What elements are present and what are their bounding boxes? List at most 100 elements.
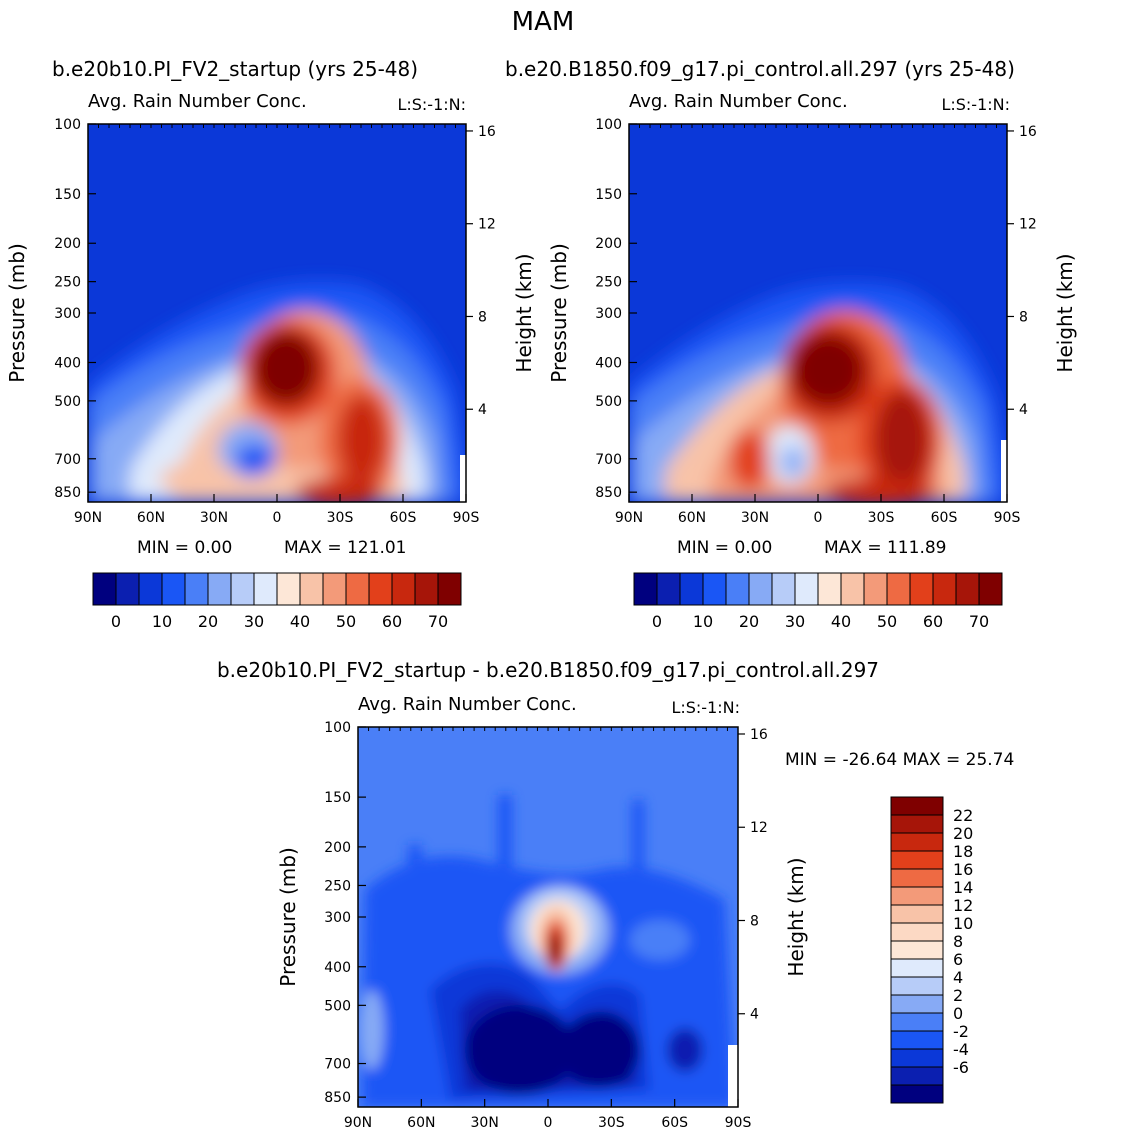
left-colorbar-label: 10 (152, 612, 172, 631)
difference-colorbar-swatch (890, 940, 944, 960)
right-y-right-tick-label: 12 (1019, 217, 1037, 233)
difference-colorbar-swatch (890, 958, 944, 978)
difference-y-tick-label: 150 (324, 790, 351, 806)
difference-x-tick-label: 90N (344, 1115, 372, 1131)
right-colorbar-swatch (817, 572, 842, 606)
right-panel-right-title: L:S:-1:N: (941, 95, 1010, 114)
left-x-tick-label: 90N (74, 510, 102, 526)
left-y-tick-label: 400 (54, 355, 81, 371)
difference-colorbar-label: 14 (953, 878, 973, 897)
difference-colorbar-swatch (890, 814, 944, 834)
difference-y-tick-label: 200 (324, 840, 351, 856)
difference-colorbar-swatch (890, 868, 944, 888)
left-colorbar-swatch (299, 572, 324, 606)
right-colorbar-swatch (771, 572, 796, 606)
left-y-tick-label: 100 (54, 117, 81, 133)
left-colorbar-label: 0 (111, 612, 121, 631)
difference-colorbar-label: 20 (953, 824, 973, 843)
difference-colorbar-label: 6 (953, 950, 963, 969)
difference-y-right-tick-label: 12 (750, 820, 768, 836)
difference-x-tick-label: 60N (407, 1115, 435, 1131)
left-colorbar-swatch (414, 572, 439, 606)
left-y-right-tick-label: 16 (478, 124, 496, 140)
difference-y-tick-label: 850 (324, 1090, 351, 1106)
difference-y-tick-label: 100 (324, 720, 351, 736)
right-colorbar-swatch (840, 572, 865, 606)
right-colorbar-label: 60 (923, 612, 943, 631)
left-y-right-tick-label: 8 (478, 309, 487, 325)
difference-colorbar-swatch (890, 976, 944, 996)
right-y-tick-label: 850 (595, 485, 622, 501)
difference-title: b.e20b10.PI_FV2_startup - b.e20.B1850.f0… (217, 658, 879, 682)
right-y-tick-label: 700 (595, 452, 622, 468)
difference-colorbar-swatch (890, 922, 944, 942)
right-colorbar-swatch (794, 572, 819, 606)
difference-colorbar-swatch (890, 1084, 944, 1104)
left-colorbar-swatch (368, 572, 393, 606)
left-x-tick-label: 90S (453, 510, 480, 526)
difference-colorbar-label: 4 (953, 968, 963, 987)
left-panel-title: Avg. Rain Number Conc. (88, 91, 307, 112)
right-panel: 90N 60N 30N 0 30S 60S 90S100150200250300400500… (547, 91, 1077, 631)
right-x-tick-label: 90N (615, 510, 643, 526)
left-ylabel: Pressure (mb) (5, 243, 29, 383)
difference-colorbar-swatch (890, 904, 944, 924)
difference-colorbar-swatch (890, 832, 944, 852)
left-y-tick-label: 200 (54, 236, 81, 252)
left-colorbar-swatch (322, 572, 347, 606)
difference-y-tick-label: 300 (324, 910, 351, 926)
left-colorbar-swatch (138, 572, 163, 606)
right-panel-title: Avg. Rain Number Conc. (629, 91, 848, 112)
difference-y-tick-label: 250 (324, 878, 351, 894)
right-colorbar-swatch (863, 572, 888, 606)
left-colorbar-swatch (253, 572, 278, 606)
left-colorbar-swatch (391, 572, 416, 606)
right-ylabel-right: Height (km) (1053, 253, 1077, 372)
difference-colorbar-label: 12 (953, 896, 973, 915)
left-colorbar-swatch (92, 572, 117, 606)
right-x-tick-label: 30N (741, 510, 769, 526)
left-colorbar-swatch (276, 572, 301, 606)
left-x-tick-label: 60N (137, 510, 165, 526)
right-colorbar-swatch (748, 572, 773, 606)
difference-colorbar-label: 16 (953, 860, 973, 879)
left-ylabel-right: Height (km) (512, 253, 536, 372)
subtitle-left: b.e20b10.PI_FV2_startup (yrs 25-48) (52, 57, 418, 81)
left-colorbar-swatch (161, 572, 186, 606)
right-x-tick-label: 0 (814, 510, 823, 526)
difference-y-tick-label: 400 (324, 960, 351, 976)
right-colorbar-swatch (932, 572, 957, 606)
right-x-tick-label: 60N (678, 510, 706, 526)
difference-colorbar-swatch (890, 1030, 944, 1050)
left-min-label: MIN = 0.00 (137, 538, 232, 558)
right-colorbar-swatch (702, 572, 727, 606)
left-x-tick-label: 30S (327, 510, 354, 526)
right-y-tick-label: 100 (595, 117, 622, 133)
difference-colorbar-swatch (890, 796, 944, 816)
difference-ylabel: Pressure (mb) (276, 847, 300, 987)
difference-colorbar-swatch (890, 1048, 944, 1068)
difference-x-tick-label: 30S (598, 1115, 625, 1131)
right-y-right-tick-label: 8 (1019, 309, 1028, 325)
figure-title: MAM (512, 7, 575, 37)
left-panel-right-title: L:S:-1:N: (397, 95, 466, 114)
left-contour-field (88, 124, 466, 502)
right-x-tick-label: 90S (994, 510, 1021, 526)
right-colorbar-label: 10 (693, 612, 713, 631)
left-colorbar-swatch (230, 572, 255, 606)
left-y-tick-label: 150 (54, 187, 81, 203)
difference-minmax-label: MIN = -26.64 MAX = 25.74 (785, 750, 1014, 770)
left-x-tick-label: 60S (390, 510, 417, 526)
right-colorbar-label: 70 (969, 612, 989, 631)
difference-colorbar-label: -4 (953, 1040, 969, 1059)
difference-colorbar-swatch (890, 886, 944, 906)
left-y-tick-label: 500 (54, 394, 81, 410)
left-colorbar-swatch (345, 572, 370, 606)
difference-x-tick-label: 90S (725, 1115, 752, 1131)
difference-colorbar-label: 0 (953, 1004, 963, 1023)
difference-y-tick-label: 500 (324, 998, 351, 1014)
right-y-tick-label: 400 (595, 355, 622, 371)
right-y-tick-label: 150 (595, 187, 622, 203)
left-colorbar-label: 30 (244, 612, 264, 631)
